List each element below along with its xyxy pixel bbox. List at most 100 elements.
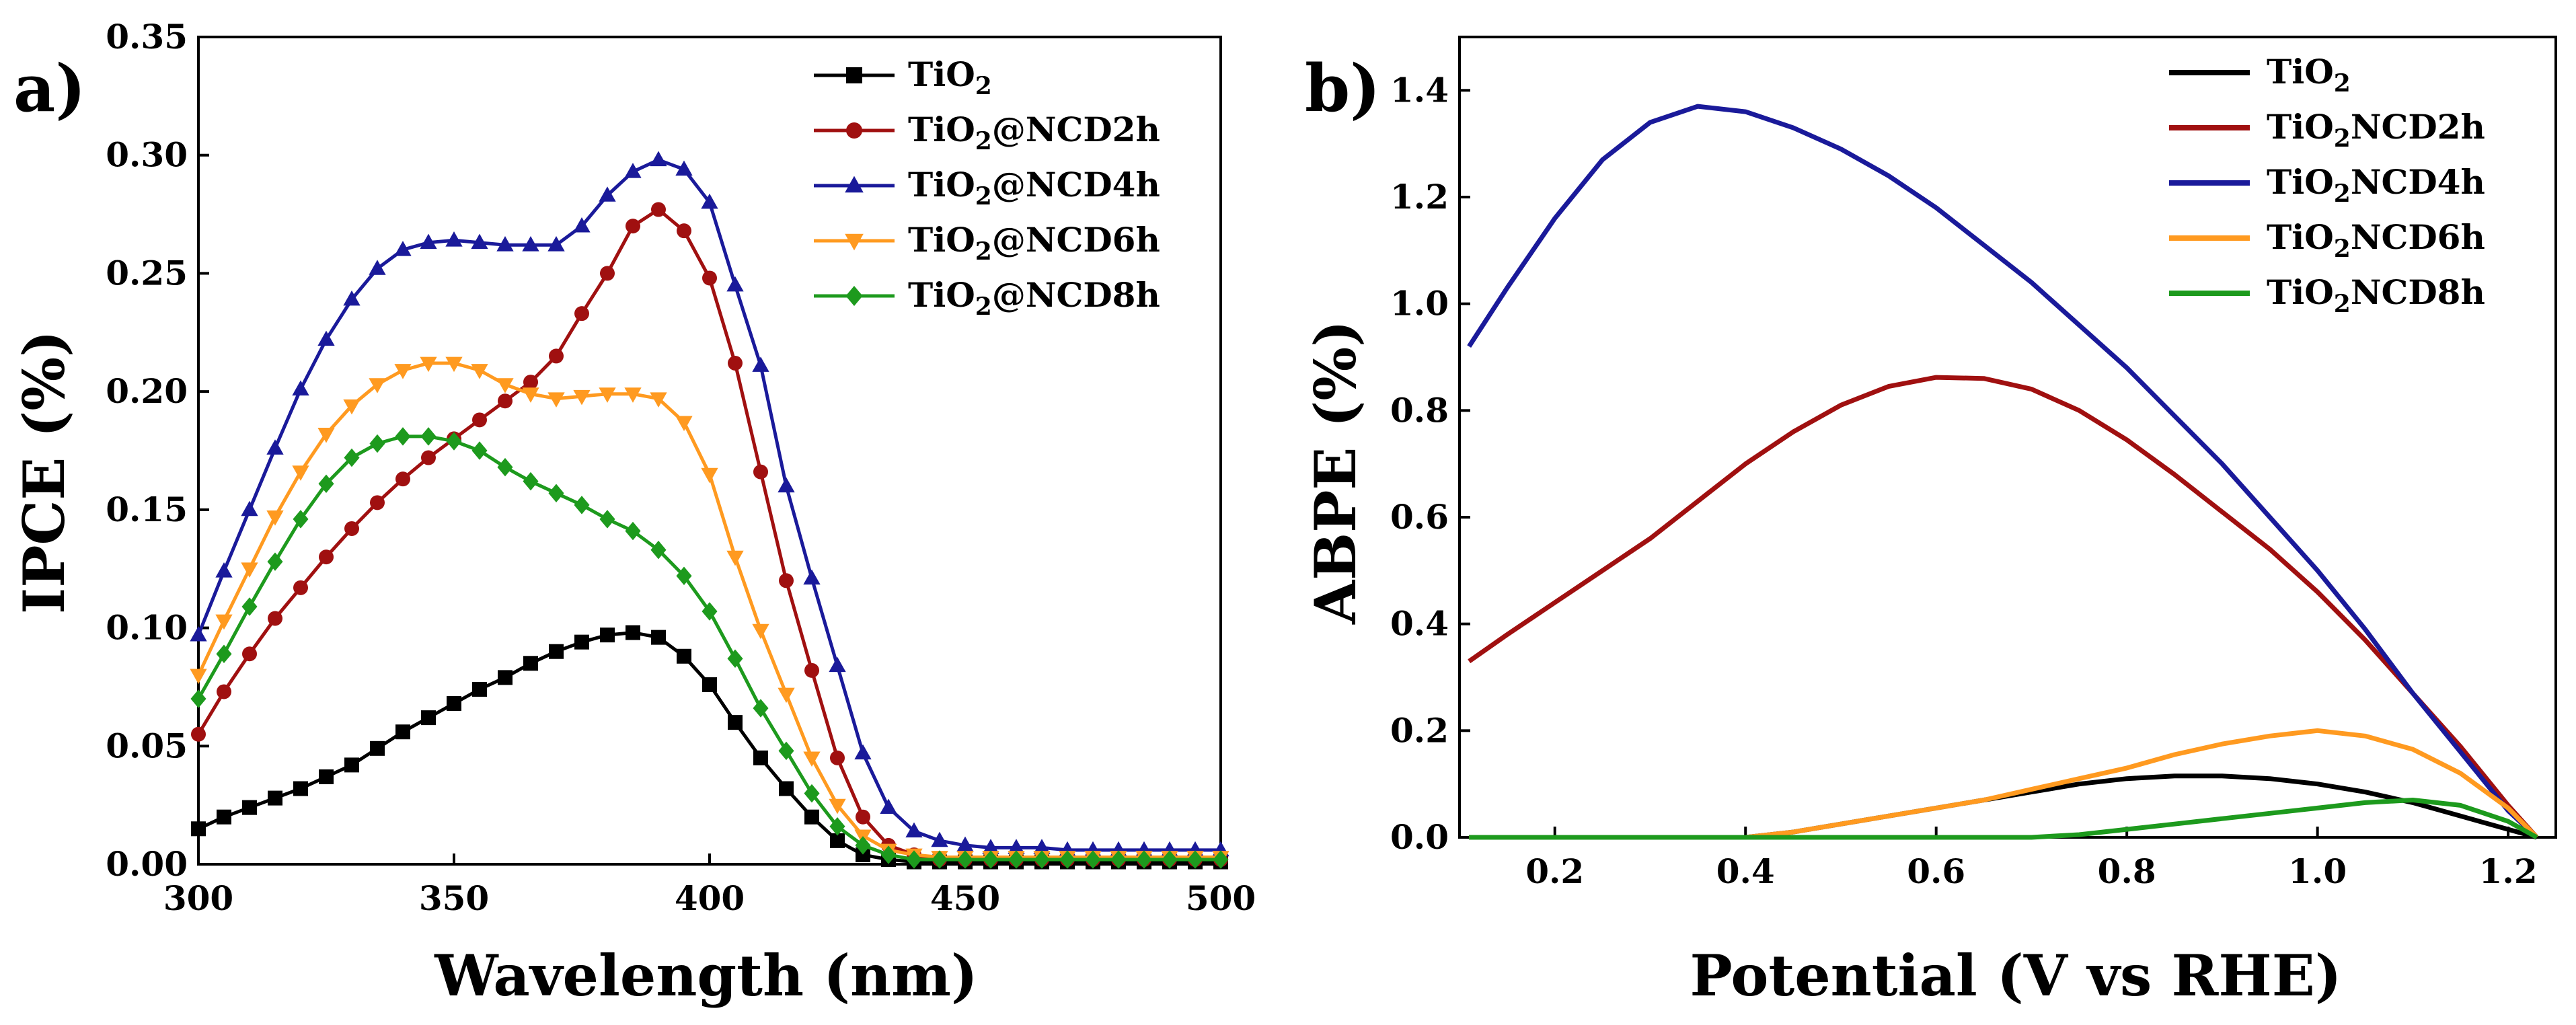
data-point xyxy=(1033,839,1051,854)
x-tick-label: 300 xyxy=(163,878,233,918)
y-tick-label: 0.30 xyxy=(106,135,188,175)
data-point xyxy=(472,681,487,697)
data-point xyxy=(702,677,717,692)
data-point xyxy=(829,817,845,836)
data-point xyxy=(266,510,284,526)
data-point xyxy=(472,412,487,428)
data-point xyxy=(854,744,872,760)
data-point xyxy=(626,625,640,640)
data-point xyxy=(599,387,616,403)
data-point xyxy=(675,160,693,176)
data-point xyxy=(779,781,794,796)
data-point xyxy=(344,757,359,773)
data-point xyxy=(625,521,641,541)
x-tick-label: 450 xyxy=(930,878,1000,918)
y-tick-label: 0.6 xyxy=(1390,497,1449,537)
data-point xyxy=(624,387,642,403)
data-point xyxy=(726,276,744,292)
data-point xyxy=(1008,850,1024,869)
data-point xyxy=(624,163,642,178)
data-point xyxy=(574,634,589,650)
data-point xyxy=(701,467,718,484)
data-point xyxy=(1187,850,1203,869)
x-tick-label: 0.2 xyxy=(1525,851,1584,891)
y-axis-title-a: IPCE (%) xyxy=(11,330,77,614)
data-point xyxy=(880,845,897,864)
data-point xyxy=(191,726,206,742)
data-point xyxy=(803,569,821,585)
data-point xyxy=(420,233,437,250)
data-point xyxy=(1162,850,1178,869)
y-tick-label: 0.05 xyxy=(106,726,188,765)
data-point xyxy=(675,416,693,432)
x-tick-label: 350 xyxy=(419,878,489,918)
data-point xyxy=(957,850,973,869)
data-point xyxy=(779,573,794,589)
legend-label: TiO2@NCD8h xyxy=(908,275,1160,321)
y-tick-label: 1.4 xyxy=(1390,70,1449,110)
data-point xyxy=(600,628,615,643)
legend-label: TiO2NCD6h xyxy=(2267,217,2485,263)
data-point xyxy=(728,355,743,371)
data-point xyxy=(268,611,282,626)
data-point xyxy=(370,741,385,756)
data-point xyxy=(523,656,538,671)
data-point xyxy=(293,580,308,595)
chart-abpe: b) Potential (V vs RHE) ABPE (%) 0.2 0.4 0… xyxy=(1302,36,2557,1009)
data-point xyxy=(394,364,412,379)
data-point xyxy=(549,348,564,364)
legend-label: TiO2NCD4h xyxy=(2267,162,2485,208)
data-point xyxy=(369,434,385,453)
series-line-a-2 xyxy=(196,158,1221,852)
data-point xyxy=(343,399,361,415)
data-point xyxy=(1008,839,1025,854)
data-point xyxy=(190,625,207,642)
legend-label: TiO2NCD2h xyxy=(2267,107,2485,153)
data-point xyxy=(268,790,282,806)
data-point xyxy=(496,378,514,393)
data-point xyxy=(956,836,974,852)
data-point xyxy=(1059,850,1075,869)
legend-label: TiO2NCD8h xyxy=(2267,272,2485,318)
data-point xyxy=(829,656,846,673)
data-point xyxy=(242,646,257,662)
data-point xyxy=(420,427,437,446)
legend-label: TiO2 xyxy=(2267,52,2351,98)
data-point xyxy=(650,151,667,167)
legend-marker xyxy=(845,286,863,306)
series-line-b-4 xyxy=(1469,798,2538,840)
data-point xyxy=(573,217,591,233)
data-point xyxy=(804,784,820,803)
data-point xyxy=(471,233,488,250)
data-point xyxy=(778,477,795,493)
data-point xyxy=(370,495,385,510)
y-axis-title-b: ABPE (%) xyxy=(1302,320,1369,625)
series-line-a-4 xyxy=(196,434,1221,862)
y-tick-label: 0.0 xyxy=(1390,817,1449,857)
data-point xyxy=(523,375,538,390)
data-point xyxy=(190,669,207,685)
chart-ipce: a) Wavelength (nm) IPCE (%) 300 350 400 450… xyxy=(11,17,1256,1009)
legend-label: TiO2@NCD4h xyxy=(908,165,1160,211)
data-point xyxy=(752,623,769,640)
data-point xyxy=(650,392,667,408)
data-point xyxy=(856,809,870,825)
panel-label-b: b) xyxy=(1305,50,1381,126)
plot-frame-b xyxy=(1458,36,2557,839)
data-point xyxy=(701,193,718,209)
data-point xyxy=(855,836,871,855)
data-point xyxy=(292,465,309,481)
data-point xyxy=(445,356,463,373)
data-point xyxy=(217,809,231,825)
data-point xyxy=(471,364,488,379)
data-point xyxy=(803,751,821,767)
data-point xyxy=(905,822,923,838)
data-point xyxy=(319,549,334,565)
x-tick-label: 400 xyxy=(675,878,745,918)
data-point xyxy=(573,389,591,406)
data-point xyxy=(241,500,258,517)
legend-marker xyxy=(845,233,864,251)
data-point xyxy=(496,236,514,252)
data-point xyxy=(267,552,283,571)
data-point xyxy=(421,710,436,726)
